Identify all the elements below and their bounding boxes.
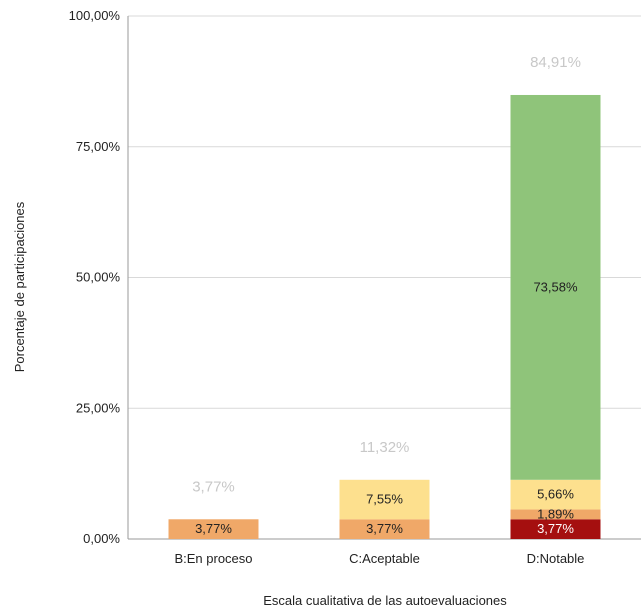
y-tick-label: 0,00% — [83, 531, 120, 546]
total-value-label: 84,91% — [530, 54, 581, 71]
bar-segment — [510, 479, 601, 510]
y-axis-title: Porcentaje de participaciones — [12, 201, 27, 372]
x-axis-categories: B:En proceso C:Aceptable D:Notable — [174, 551, 584, 566]
segment-value-label: 3,77% — [195, 521, 232, 536]
total-value-label: 3,77% — [192, 478, 235, 495]
x-category-label: B:En proceso — [174, 551, 252, 566]
segment-value-label: 5,66% — [537, 487, 574, 502]
bar-segment — [510, 519, 601, 539]
bar-segment — [339, 519, 430, 539]
segment-value-label: 1,89% — [537, 506, 574, 521]
total-labels: 3,77% 11,32% 84,91% — [192, 54, 581, 495]
bars: 3,77% 3,77%7,55%3,77%1,89%5,66%73,58% — [168, 94, 601, 539]
y-tick-label: 25,00% — [76, 400, 121, 415]
y-axis-ticks: 0,00% 25,00% 50,00% 75,00% 100,00% — [69, 8, 121, 546]
segment-value-label: 3,77% — [366, 521, 403, 536]
y-tick-label: 100,00% — [69, 8, 121, 23]
x-axis-title: Escala cualitativa de las autoevaluacion… — [263, 593, 507, 608]
bar-segment — [510, 509, 601, 520]
bar-segment — [510, 94, 601, 480]
total-value-label: 11,32% — [360, 439, 410, 456]
segment-value-label: 3,77% — [537, 521, 574, 536]
x-category-label: C:Aceptable — [349, 551, 420, 566]
bar-segment — [339, 479, 430, 520]
y-tick-label: 50,00% — [76, 270, 121, 285]
bar-segment — [168, 519, 259, 539]
x-category-label: D:Notable — [527, 551, 585, 566]
y-tick-label: 75,00% — [76, 139, 121, 154]
segment-value-label: 73,58% — [533, 279, 578, 294]
segment-value-label: 7,55% — [366, 492, 403, 507]
